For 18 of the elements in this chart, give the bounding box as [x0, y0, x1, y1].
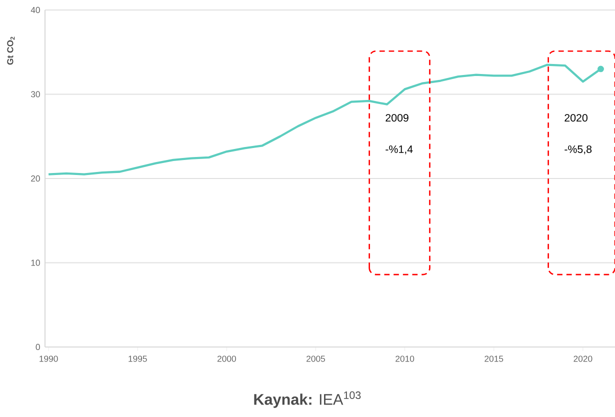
x-tick-label: 1995	[128, 356, 147, 362]
annotation: 2009	[386, 114, 408, 122]
y-axis-title: Gt CO$_{2}$	[7, 36, 15, 65]
y-tick-label: 40	[30, 6, 40, 14]
x-tick-label: 2020	[574, 356, 592, 362]
y-tick-label: 0	[36, 344, 40, 350]
annotation: 2020	[564, 114, 588, 122]
annotation: -%1,4	[386, 145, 413, 154]
y-tick-label: 20	[31, 175, 40, 182]
x-tick-label: 2015	[484, 356, 504, 362]
annotation: -%5,8	[564, 145, 592, 154]
y-tick-label: 30	[30, 91, 40, 98]
x-tick-label: 2005	[306, 356, 326, 362]
x-tick-label: 1990	[40, 356, 58, 362]
x-tick-label: 2000	[217, 356, 236, 362]
y-tick-label: 10	[31, 260, 40, 266]
x-tick-label: 2010	[396, 356, 414, 362]
text: Kaynak: IEA$^{103}$	[254, 391, 361, 408]
